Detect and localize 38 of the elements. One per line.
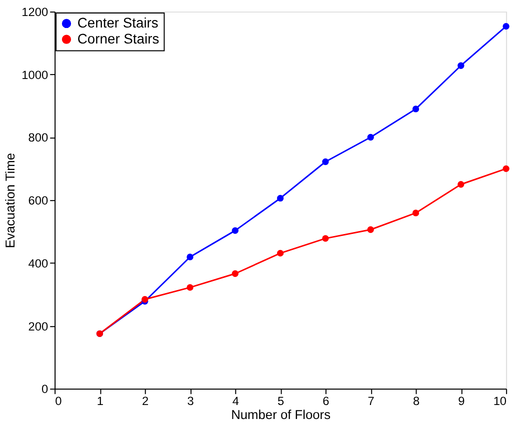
point <box>186 254 194 260</box>
x-tick-label: 5 <box>278 394 284 408</box>
x-tick-label: 4 <box>232 394 240 408</box>
x-tick-label: 3 <box>187 394 194 408</box>
point <box>367 226 374 233</box>
point <box>502 23 510 30</box>
point <box>276 194 284 202</box>
point <box>232 270 238 277</box>
x-tick-label: 8 <box>412 394 420 408</box>
point <box>412 106 420 112</box>
x-tick-label: 7 <box>368 394 375 408</box>
legend-label: Corner Stairs <box>77 30 160 46</box>
x-tick-label: 10 <box>493 394 507 408</box>
y-tick-label: 800 <box>28 130 49 145</box>
y-tick-label: 600 <box>28 194 49 208</box>
point <box>458 62 464 69</box>
point <box>502 165 510 172</box>
point <box>367 134 374 141</box>
x-axis-title: Number of Floors <box>231 406 331 422</box>
y-tick-label: 1200 <box>22 5 49 20</box>
y-tick-label: 400 <box>28 256 49 270</box>
point <box>322 235 329 242</box>
legend-label: Center Stairs <box>77 14 158 30</box>
point <box>458 181 464 188</box>
point <box>232 227 238 234</box>
point <box>322 158 329 166</box>
y-tick-label: 1000 <box>22 68 49 82</box>
x-tick-label: 1 <box>96 394 104 408</box>
point <box>276 250 284 257</box>
x-tick-label: 2 <box>142 394 150 408</box>
point <box>186 284 194 291</box>
y-tick-label: 200 <box>28 319 49 334</box>
x-tick-label: 6 <box>322 394 330 408</box>
point <box>412 210 420 216</box>
y-axis-title: Evacuation Time <box>2 153 18 248</box>
x-tick-label: 9 <box>458 394 466 408</box>
y-tick-label: 0 <box>42 382 48 396</box>
x-tick-label: 0 <box>55 394 62 408</box>
